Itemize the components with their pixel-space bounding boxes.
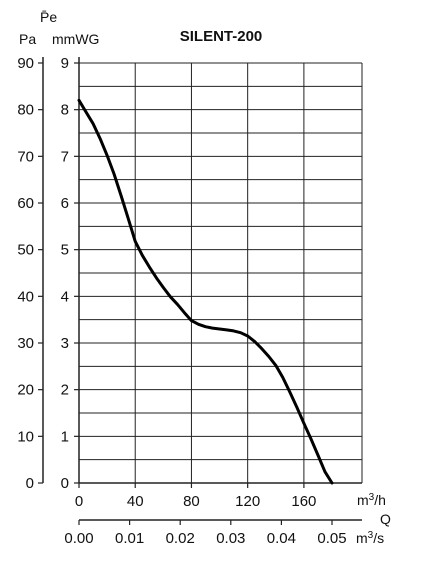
mmwg-tick-label: 0 <box>61 475 69 492</box>
mmwg-tick-label: 9 <box>61 55 69 72</box>
mmwg-tick-label: 3 <box>61 335 69 352</box>
x-unit-m3s: m3/s <box>356 530 384 546</box>
mmwg-tick-label: 2 <box>61 382 69 399</box>
x-unit-m3h: m3/h <box>357 492 386 508</box>
m3h-tick-label: 160 <box>291 493 316 510</box>
pa-tick-label: 0 <box>26 475 34 492</box>
pressure-curve <box>77 98 334 485</box>
m3h-tick-label: 40 <box>127 493 144 510</box>
m3h-tick-label: 80 <box>183 493 200 510</box>
chart-title: SILENT-200 <box>180 28 263 45</box>
horizontal-gridlines <box>79 62 362 461</box>
pa-tick-label: 20 <box>17 382 34 399</box>
mmwg-tick-label: 1 <box>61 428 69 445</box>
mmwg-tick-label: 4 <box>61 288 69 305</box>
m3s-tick-label: 0.05 <box>317 530 346 547</box>
mmwg-tick-label: 7 <box>61 148 69 165</box>
m3h-tick-label: 0 <box>75 493 83 510</box>
pa-tick-label: 10 <box>17 428 34 445</box>
m3s-tick-label: 0.02 <box>166 530 195 547</box>
pressure-symbol: P̄e <box>40 9 57 25</box>
m3s-tick-label: 0.00 <box>64 530 93 547</box>
m3s-tick-label: 0.03 <box>216 530 245 547</box>
m3s-tick-label: 0.01 <box>115 530 144 547</box>
flow-symbol: Q <box>380 511 391 527</box>
mmwg-tick-label: 8 <box>61 102 69 119</box>
pa-axis-unit: Pa <box>19 31 36 47</box>
pa-tick-label: 80 <box>17 102 34 119</box>
pa-tick-label: 50 <box>17 242 34 259</box>
mmwg-tick-label: 6 <box>61 195 69 212</box>
m3h-tick-label: 120 <box>235 493 260 510</box>
pa-tick-label: 60 <box>17 195 34 212</box>
pa-tick-label: 30 <box>17 335 34 352</box>
axes <box>42 57 362 521</box>
pa-tick-label: 90 <box>17 55 34 72</box>
pa-tick-label: 40 <box>17 288 34 305</box>
vertical-gridlines <box>134 63 363 483</box>
mmwg-tick-label: 5 <box>61 242 69 259</box>
m3s-tick-label: 0.04 <box>267 530 296 547</box>
mmwg-axis-unit: mmWG <box>52 31 99 47</box>
pa-tick-label: 70 <box>17 148 34 165</box>
